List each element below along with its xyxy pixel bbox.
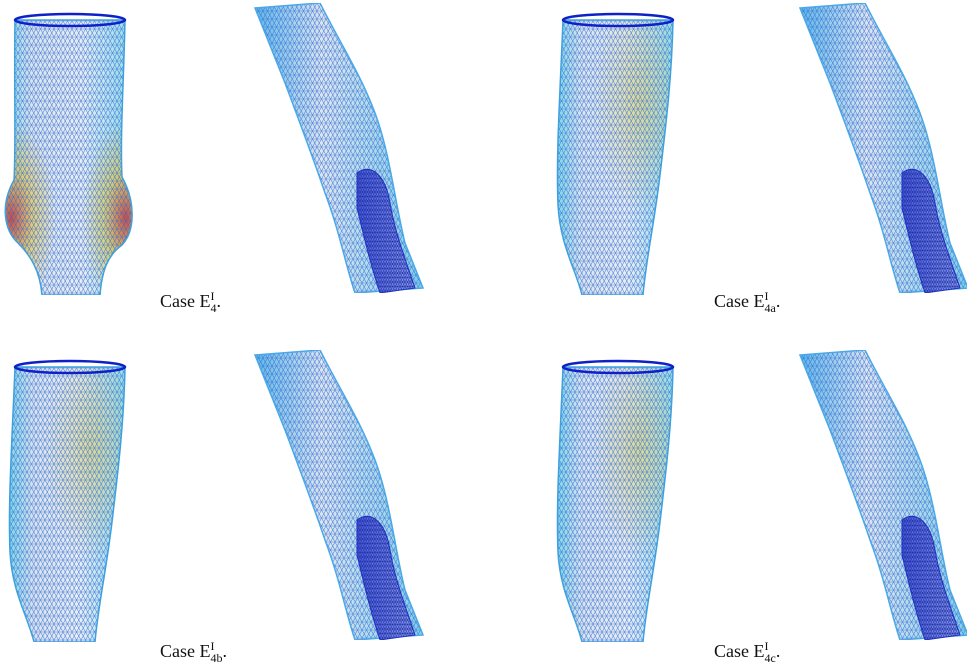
vessel-side bbox=[255, 3, 423, 293]
vessel-front bbox=[9, 361, 125, 642]
caption-sub: 4b bbox=[210, 651, 222, 665]
caption-end: . bbox=[776, 641, 781, 661]
caption-sub: 4a bbox=[764, 301, 776, 315]
caption-sup: I bbox=[210, 289, 214, 303]
caption-text: Case E bbox=[714, 291, 764, 311]
caption-end: . bbox=[216, 291, 221, 311]
caption-sup: I bbox=[210, 639, 214, 653]
vessel-side bbox=[800, 3, 967, 293]
vessel-front bbox=[557, 14, 673, 295]
vessel-front bbox=[5, 14, 132, 295]
caption-sub: 4 bbox=[210, 301, 216, 315]
caption-text: Case E bbox=[160, 291, 210, 311]
caption: Case EI 4c. bbox=[714, 639, 780, 665]
caption: Case EI 4b. bbox=[160, 639, 227, 665]
vessel-front bbox=[557, 361, 673, 642]
caption-end: . bbox=[222, 641, 227, 661]
caption-end: . bbox=[776, 291, 781, 311]
caption-sup: I bbox=[764, 289, 768, 303]
caption: Case EI 4a. bbox=[714, 289, 780, 315]
caption-text: Case E bbox=[160, 641, 210, 661]
caption-text: Case E bbox=[714, 641, 764, 661]
caption: Case EI 4. bbox=[160, 289, 221, 315]
caption-sup: I bbox=[764, 639, 768, 653]
caption-sub: 4c bbox=[764, 651, 775, 665]
vessel-side bbox=[255, 350, 423, 640]
vessel-side bbox=[800, 350, 967, 640]
